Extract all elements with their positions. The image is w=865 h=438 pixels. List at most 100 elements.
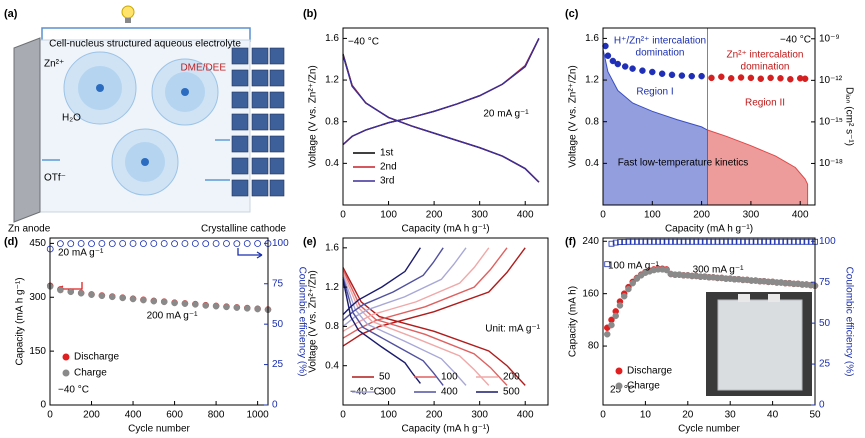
marker [752,238,759,245]
annotation: 20 mA g⁻¹ [483,109,529,120]
line [342,247,467,386]
legend-title: Unit: mA g⁻¹ [485,324,540,335]
x-axis-title: Capacity (mA h g⁻¹) [401,424,489,435]
marker [171,299,178,307]
annotation: domination [741,62,790,73]
marker [649,68,656,76]
marker [129,295,137,303]
x-tick-label: 600 [166,410,183,421]
marker [737,74,745,81]
marker [202,302,209,309]
y-axis-title: Voltage (V vs. Zn²⁺/Zn) [568,65,579,168]
marker [693,238,700,245]
x-tick-label: 400 [517,410,534,421]
marker [663,266,670,274]
marker [57,286,64,294]
annotation: 25 °C [610,385,635,396]
marker [701,238,708,245]
y2-tick-label: 0 [819,400,825,411]
y-axis-title: Capacity (mA h) [568,286,579,357]
y-tick-label: 0.4 [585,158,599,169]
arrows [42,139,230,181]
marker [109,293,116,301]
x-tick-label: 0 [600,410,606,421]
marker [663,238,670,245]
x-tick-label: 400 [517,210,534,221]
marker [192,301,199,308]
marker [795,238,801,245]
y-tick-label: 240 [582,236,599,247]
anode-label: Zn anode [8,224,51,235]
x-tick-label: 30 [725,410,737,421]
panel-label: (d) [4,236,18,248]
x-tick-label: 800 [208,410,225,421]
panel-label: (b) [303,8,317,20]
y-tick-label: 300 [29,292,46,303]
y2-axis-title: Coulombic efficiency (%) [296,267,307,377]
annotation: −40 °C [348,37,379,48]
marker [603,331,611,338]
anode-plate [13,37,41,223]
marker [689,238,695,245]
marker [659,238,666,245]
marker [718,73,725,81]
marker [625,238,632,245]
bulb-base [125,18,131,23]
y2-tick-label: 0 [272,400,278,411]
marker [620,293,628,300]
y2-tick-label: 25 [819,359,831,370]
marker [676,238,683,245]
marker [67,288,75,296]
x-tick-label: 40 [767,410,779,421]
y-tick-label: 150 [29,346,46,357]
y-tick-label: 0 [40,400,46,411]
marker [767,74,774,82]
y2-tick-label: 100 [819,236,836,247]
y2-tick-label: 10⁻⁹ [819,33,840,44]
legend-label: Discharge [74,352,119,363]
marker [723,238,729,245]
plot-frame [602,237,816,406]
marker [609,57,617,65]
marker [629,65,636,72]
marker [668,71,676,79]
legend-label: 2nd [380,162,397,173]
y-tick-label: 160 [582,288,599,299]
panel-label: (e) [303,236,317,248]
marker [688,72,695,80]
y-axis-title: Voltage (V vs. Zn²⁺/Zn) [308,270,319,373]
legend-swatch [62,369,70,377]
marker [608,321,615,329]
x-tick-label: 100 [380,210,397,221]
marker [672,238,678,245]
annotation: −40 °C [58,385,89,396]
marker [769,238,776,245]
marker [727,238,734,245]
y2-axis-title: Dᵢₒₙ (cm² s⁻¹) [843,87,854,146]
x-tick-label: 300 [743,210,760,221]
marker [658,70,666,77]
marker [744,238,751,245]
marker [243,240,251,247]
marker [634,238,640,245]
y-tick-label: 1.6 [585,33,599,44]
marker [604,261,611,268]
marker [650,238,657,245]
marker [602,42,609,50]
y-tick-label: 1.2 [585,75,599,86]
x-tick-label: 50 [809,410,821,421]
legend-label: 400 [441,387,458,398]
y2-tick-label: 10⁻¹⁸ [819,158,843,169]
marker [77,290,85,297]
marker [708,74,715,82]
y-tick-label: 0.8 [325,116,339,127]
species-label: OTf⁻ [44,173,66,184]
x-tick-label: 0 [47,410,53,421]
marker [748,238,755,245]
annotation: domination [636,48,685,59]
x-tick-label: 100 [644,210,661,221]
species-label: Zn²⁺ [44,59,64,70]
schematic-title: Cell-nucleus structured aqueous electrol… [49,39,241,50]
marker [181,300,189,307]
marker [710,238,717,245]
